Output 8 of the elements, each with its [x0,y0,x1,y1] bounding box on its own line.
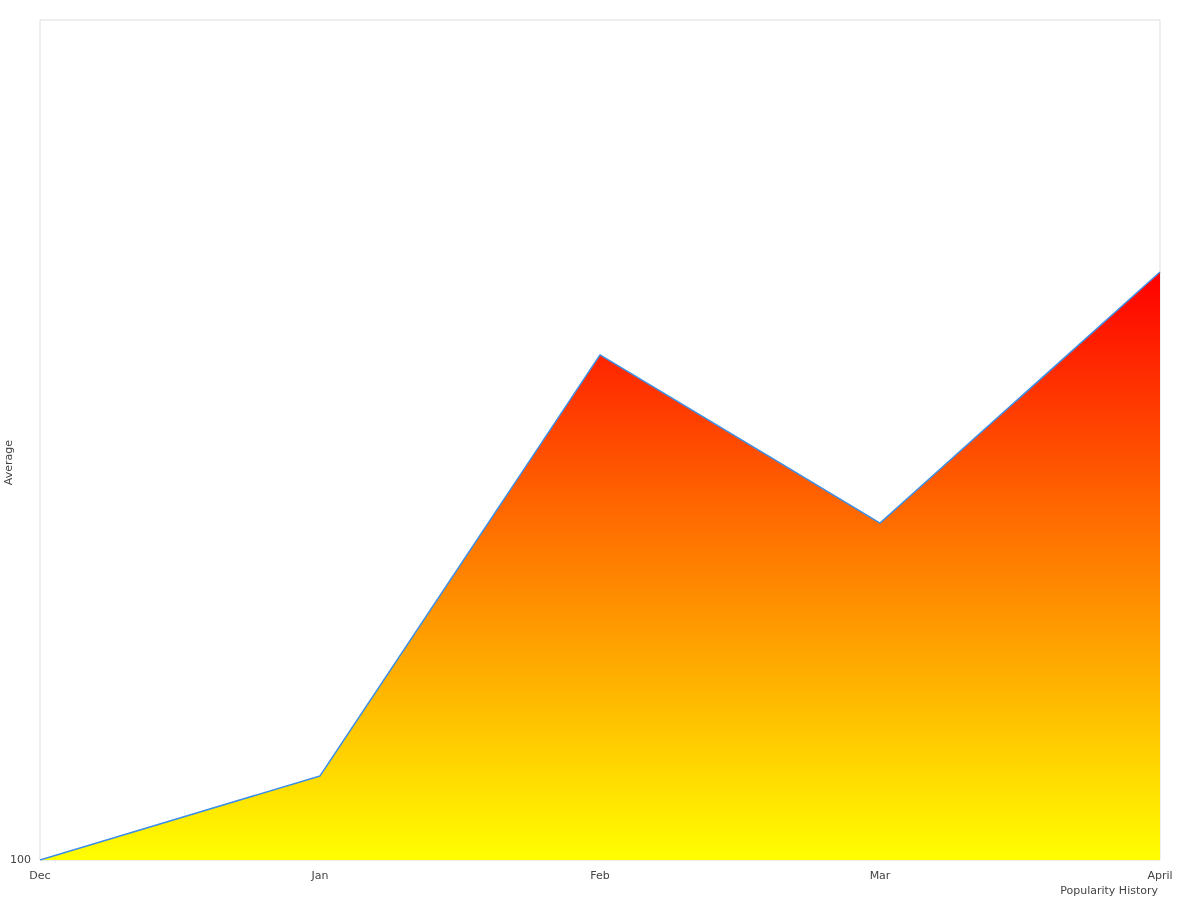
x-tick-label: Mar [869,869,891,882]
x-tick-label: Feb [590,869,610,882]
text: 100 [10,853,31,866]
x-tick-label: April [1147,869,1173,882]
x-tick-label: Dec [29,869,51,882]
y-axis-title: Average [2,439,15,486]
x-axis-title: Popularity History [1060,884,1159,897]
x-tick-label: Jan [310,869,329,882]
